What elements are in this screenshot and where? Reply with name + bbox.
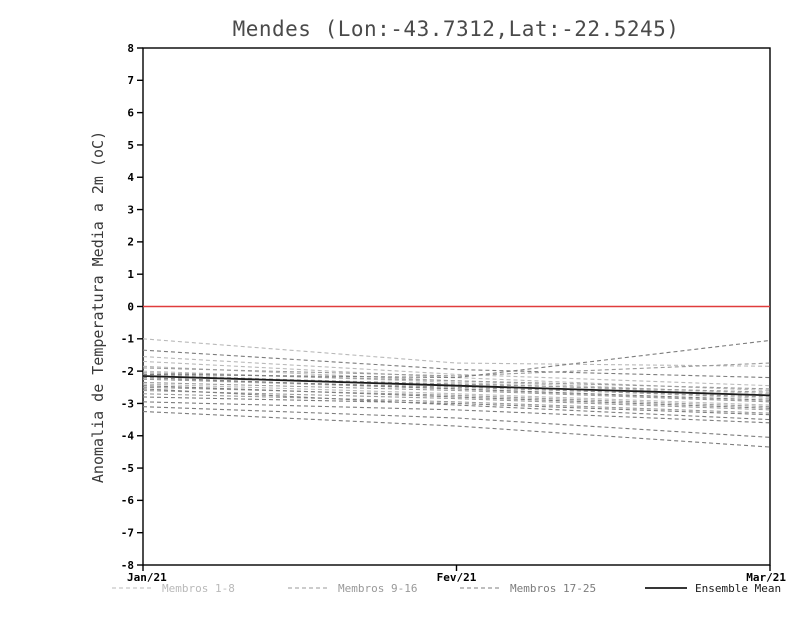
x-tick-label: Fev/21 — [437, 571, 477, 584]
y-tick-label: 6 — [127, 106, 134, 119]
y-tick-label: 5 — [127, 139, 134, 152]
y-tick-label: 8 — [127, 42, 134, 55]
chart-legend: Membros 1-8 Membros 9-16 Membros 17-25 Ense… — [112, 582, 781, 595]
plot-area: -8 -7 -6 -5 -4 -3 -2 -1 0 1 2 3 4 5 6 7 8 Jan/21 Fev/21 Mar… — [121, 42, 787, 584]
x-tick-label: Jan/21 — [127, 571, 167, 584]
ensemble-mean-line — [142, 375, 771, 397]
y-tick-label: -6 — [121, 494, 135, 507]
ensemble-member-line — [142, 410, 771, 448]
ensemble-member-line — [142, 349, 771, 379]
chart-title: Mendes (Lon:-43.7312,Lat:-22.5245) — [233, 17, 680, 41]
x-tick-label: Mar/21 — [746, 571, 786, 584]
y-axis-label: Anomalia de Temperatura Media a 2m (oC) — [89, 131, 107, 483]
legend-label: Membros 9-16 — [338, 582, 417, 595]
y-tick-label: -8 — [121, 559, 134, 572]
y-tick-label: 3 — [127, 203, 134, 216]
legend-label: Membros 1-8 — [162, 582, 235, 595]
legend-label: Ensemble Mean — [695, 582, 781, 595]
y-tick-label: 1 — [127, 268, 134, 281]
y-tick-label: 2 — [127, 236, 134, 249]
y-tick-label: -4 — [121, 430, 135, 443]
y-tick-label: 4 — [127, 171, 134, 184]
y-tick-label: -7 — [121, 527, 134, 540]
y-tick-label: -1 — [121, 333, 135, 346]
y-tick-label: -2 — [121, 365, 134, 378]
y-tick-label: 7 — [127, 74, 134, 87]
ensemble-member-line — [142, 396, 771, 416]
legend-label: Membros 17-25 — [510, 582, 596, 595]
y-tick-label: -5 — [121, 462, 134, 475]
y-tick-label: 0 — [127, 300, 134, 313]
y-tick-label: -3 — [121, 397, 134, 410]
